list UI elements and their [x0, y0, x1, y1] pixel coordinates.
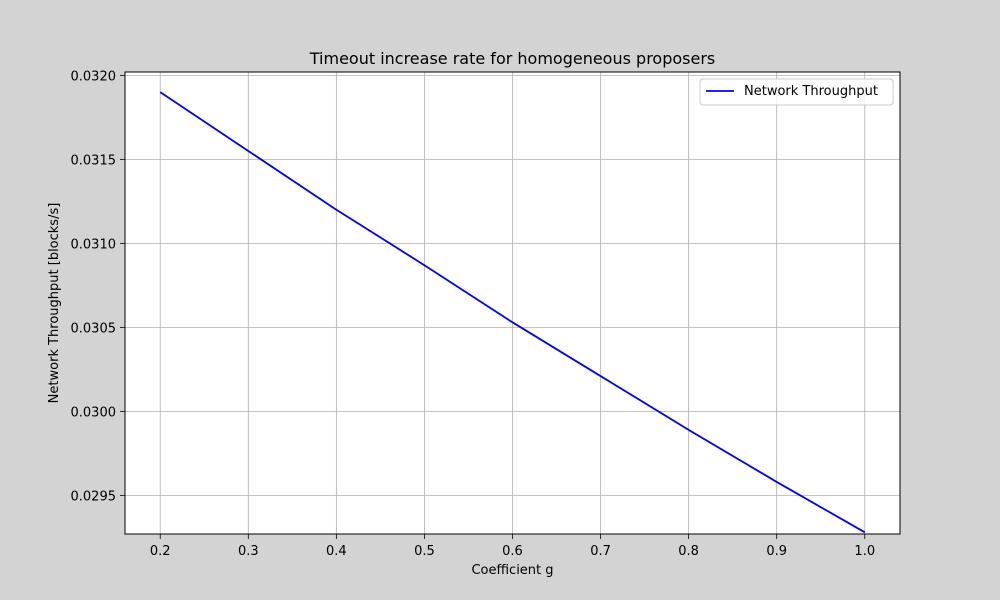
x-tick-label: 0.8	[678, 544, 699, 559]
grid-lines	[125, 72, 900, 534]
legend-label: Network Throughput	[744, 84, 878, 99]
series-line-network-throughput	[159, 91, 866, 534]
x-tick-label: 0.2	[150, 544, 171, 559]
x-tick-label: 0.4	[326, 544, 347, 559]
y-tick-label: 0.0320	[71, 69, 117, 84]
x-tick-label: 0.3	[238, 544, 259, 559]
y-axis-label: Network Throughput [blocks/s]	[47, 203, 62, 404]
y-tick-label: 0.0300	[71, 405, 117, 420]
x-axis-ticks: 0.2 0.3 0.4 0.5 0.6 0.7 0.8 0.9 1.0	[150, 534, 875, 559]
x-tick-label: 1.0	[854, 544, 875, 559]
legend-box	[699, 78, 894, 106]
y-axis-ticks: 0.0295 0.0300 0.0305 0.0310 0.0315 0.0320	[71, 69, 125, 504]
x-axis-label: Coefficient g	[471, 563, 553, 578]
y-tick-label: 0.0295	[71, 489, 117, 504]
y-tick-label: 0.0305	[71, 321, 117, 336]
x-tick-label: 0.5	[414, 544, 435, 559]
x-tick-label: 0.9	[766, 544, 787, 559]
legend: Network Throughput	[699, 78, 894, 106]
y-tick-label: 0.0310	[71, 237, 117, 252]
y-tick-label: 0.0315	[71, 153, 117, 168]
x-tick-label: 0.7	[590, 544, 611, 559]
x-tick-label: 0.6	[502, 544, 523, 559]
chart-title: Timeout increase rate for homogeneous pr…	[309, 49, 716, 68]
series-layer	[159, 91, 866, 534]
